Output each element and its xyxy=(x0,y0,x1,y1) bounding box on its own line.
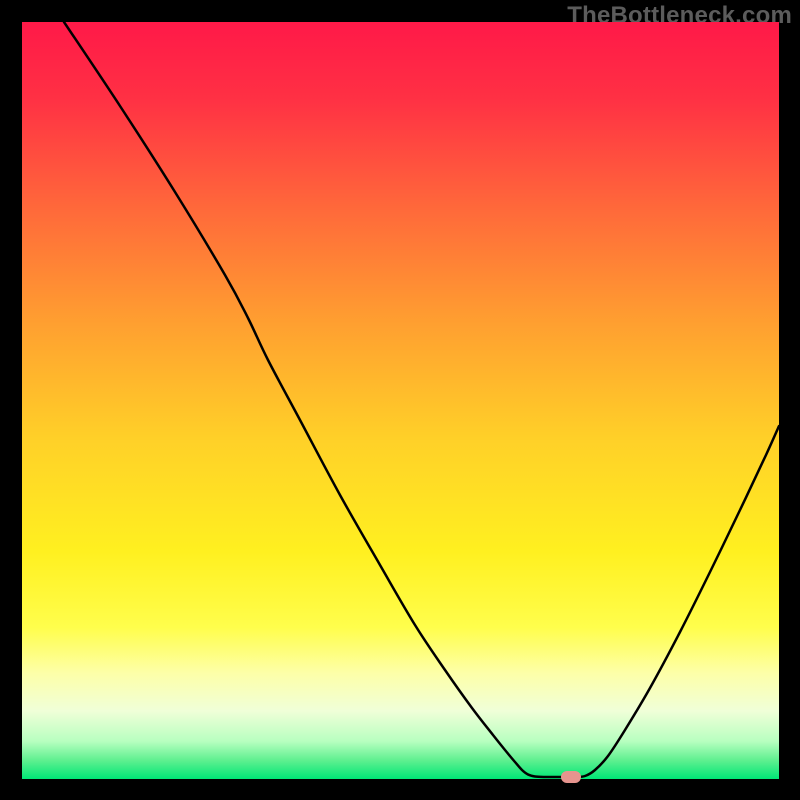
plot-area xyxy=(22,22,779,779)
bottleneck-curve xyxy=(64,22,779,777)
optimal-point-marker xyxy=(561,771,581,783)
chart-stage: TheBottleneck.com xyxy=(0,0,800,800)
curve-svg xyxy=(22,22,779,779)
